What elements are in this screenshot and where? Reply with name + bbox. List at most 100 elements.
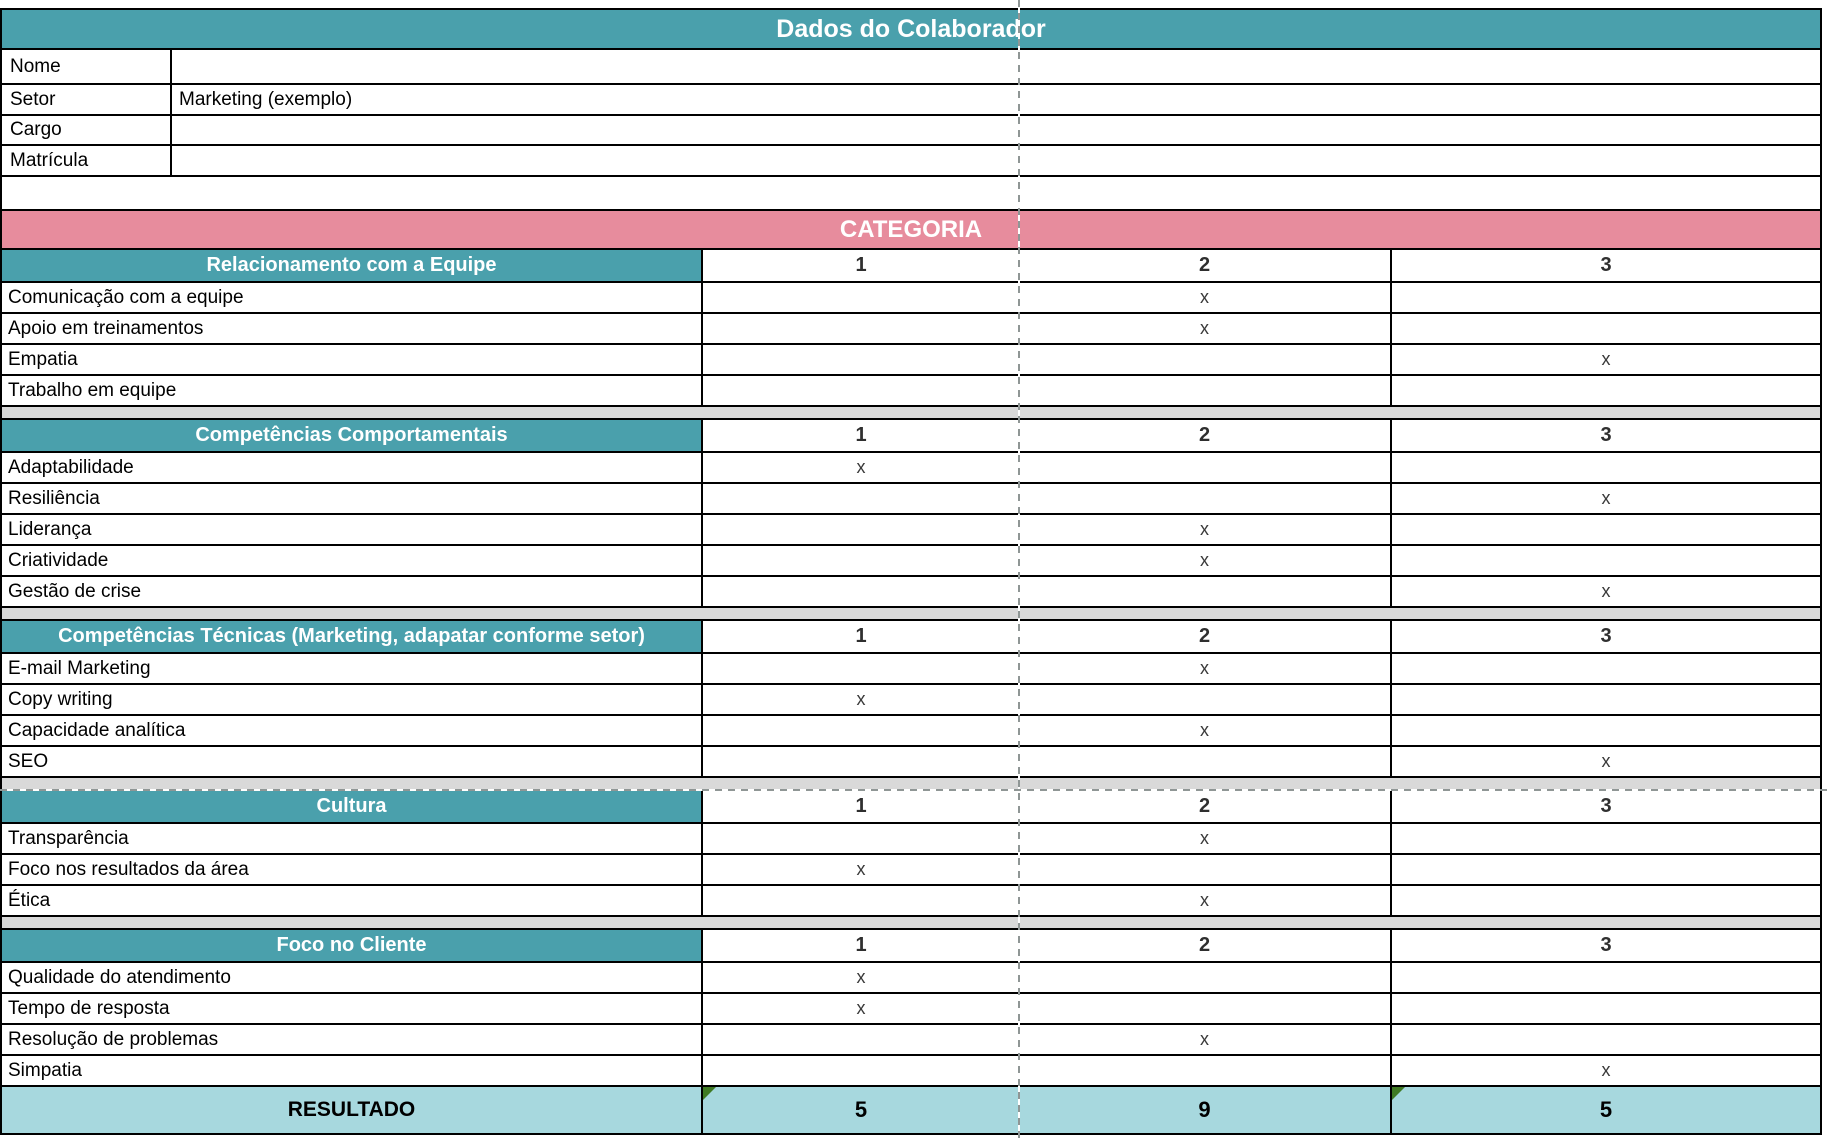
score-cell-1[interactable] [703, 577, 1019, 606]
score-cell-2[interactable] [1019, 747, 1392, 776]
field-value-cell[interactable]: Marketing (exemplo) [179, 88, 353, 110]
criterion-label: Apoio em treinamentos [2, 314, 703, 343]
score-cell-3[interactable] [1392, 994, 1820, 1023]
score-cell-2[interactable] [1019, 685, 1392, 714]
score-cell-1[interactable] [703, 546, 1019, 575]
criterion-row: Transparência x [2, 824, 1820, 855]
score-cell-3[interactable] [1392, 886, 1820, 915]
score-cell-2[interactable] [1019, 345, 1392, 374]
score-cell-3[interactable] [1392, 546, 1820, 575]
score-cell-1[interactable] [703, 484, 1019, 513]
evaluation-table: Dados do Colaborador Nome Setor Marketing … [0, 8, 1822, 1135]
score-cell-1[interactable] [703, 886, 1019, 915]
score-cell-1[interactable] [703, 376, 1019, 405]
score-cell-1[interactable]: x [856, 998, 866, 1018]
score-cell-1[interactable]: x [856, 689, 866, 709]
field-value-cell[interactable] [172, 116, 1820, 144]
score-cell-2[interactable] [1019, 453, 1392, 482]
score-cell-2[interactable] [1019, 376, 1392, 405]
score-cell-3[interactable] [1392, 685, 1820, 714]
score-cell-3[interactable] [1392, 453, 1820, 482]
score-cell-1[interactable] [703, 824, 1019, 853]
criterion-label: Criatividade [2, 546, 703, 575]
criterion-row: Qualidade do atendimento x [2, 963, 1820, 994]
criterion-row: Simpatia x [2, 1056, 1820, 1087]
score-cell-2[interactable]: x [1019, 886, 1392, 915]
score-cell-1[interactable] [703, 1025, 1019, 1054]
page-break-horizontal-line[interactable] [0, 789, 1828, 791]
score-column-header: 1 [855, 934, 867, 956]
criterion-row: Foco nos resultados da área x [2, 855, 1820, 886]
score-cell-1[interactable] [703, 747, 1019, 776]
score-cell-1[interactable] [703, 716, 1019, 745]
result-label: RESULTADO [2, 1087, 703, 1133]
score-cell-1[interactable] [703, 283, 1019, 312]
category-sections: Relacionamento com a Equipe 1 2 3 Comunicaçã… [2, 250, 1820, 1087]
criterion-row: Ética x [2, 886, 1820, 917]
score-cell-2[interactable]: x [1019, 515, 1392, 544]
score-cell-1[interactable]: x [856, 859, 866, 879]
score-cell-3[interactable] [1392, 855, 1820, 884]
score-cell-1[interactable]: x [856, 457, 866, 477]
score-cell-2[interactable]: x [1019, 716, 1392, 745]
score-cell-2[interactable] [1019, 484, 1392, 513]
score-cell-3[interactable] [1392, 376, 1820, 405]
score-cell-3[interactable] [1392, 1025, 1820, 1054]
field-value-cell[interactable] [172, 50, 1820, 83]
score-cell-2[interactable]: x [1019, 283, 1392, 312]
score-cell-2[interactable] [1019, 577, 1392, 606]
category-banner: CATEGORIA [839, 215, 983, 243]
score-cell-2[interactable] [1019, 1056, 1392, 1085]
score-cell-2[interactable]: x [1019, 654, 1392, 683]
score-cell-3[interactable] [1392, 824, 1820, 853]
score-column-header: 2 [1019, 930, 1392, 961]
score-cell-3[interactable] [1392, 515, 1820, 544]
result-score-3[interactable]: 5 [1392, 1087, 1820, 1133]
score-cell-3[interactable] [1392, 963, 1820, 992]
criterion-row: E-mail Marketing x [2, 654, 1820, 685]
score-cell-2[interactable]: x [1019, 824, 1392, 853]
empty-spacer-row[interactable] [2, 177, 1820, 211]
score-cell-3[interactable] [1392, 283, 1820, 312]
section-title: Relacionamento com a Equipe [2, 250, 703, 281]
score-cell-1[interactable] [703, 515, 1019, 544]
criterion-row: Gestão de crise x [2, 577, 1820, 608]
result-value: 5 [1599, 1097, 1613, 1122]
field-value-cell[interactable] [172, 146, 1820, 175]
score-cell-3[interactable]: x [1601, 751, 1611, 771]
score-cell-2[interactable]: x [1019, 1025, 1392, 1054]
employee-data-title: Dados do Colaborador [776, 14, 1046, 43]
score-cell-3[interactable] [1392, 654, 1820, 683]
score-cell-2[interactable] [1019, 994, 1392, 1023]
score-cell-1[interactable] [703, 1056, 1019, 1085]
score-cell-3[interactable]: x [1601, 581, 1611, 601]
score-cell-3[interactable]: x [1601, 349, 1611, 369]
score-cell-3[interactable]: x [1601, 488, 1611, 508]
category-banner-row: CATEGORIA [2, 211, 1820, 250]
section-header-row: Foco no Cliente 1 2 3 [2, 930, 1820, 963]
score-cell-3[interactable]: x [1601, 1060, 1611, 1080]
score-cell-2[interactable]: x [1019, 314, 1392, 343]
score-cell-1[interactable] [703, 654, 1019, 683]
score-cell-2[interactable]: x [1019, 546, 1392, 575]
section-title: Competências Comportamentais [2, 420, 703, 451]
criterion-row: SEO x [2, 747, 1820, 778]
score-column-header: 1 [855, 795, 867, 817]
score-cell-2[interactable] [1019, 963, 1392, 992]
score-cell-1[interactable] [703, 345, 1019, 374]
score-cell-2[interactable] [1019, 855, 1392, 884]
score-cell-1[interactable]: x [856, 967, 866, 987]
score-column-header: 1 [855, 625, 867, 647]
score-cell-1[interactable] [703, 314, 1019, 343]
criterion-row: Empatia x [2, 345, 1820, 376]
section-spacer-row [2, 407, 1820, 420]
result-score-1[interactable]: 5 [703, 1087, 1019, 1133]
score-cell-3[interactable] [1392, 314, 1820, 343]
page-break-vertical-line[interactable] [1018, 0, 1020, 1138]
empty-cell[interactable] [2, 177, 1820, 209]
score-cell-3[interactable] [1392, 716, 1820, 745]
result-score-2[interactable]: 9 [1019, 1087, 1392, 1133]
field-label: Nome [2, 50, 172, 83]
score-column-header: 2 [1019, 791, 1392, 822]
